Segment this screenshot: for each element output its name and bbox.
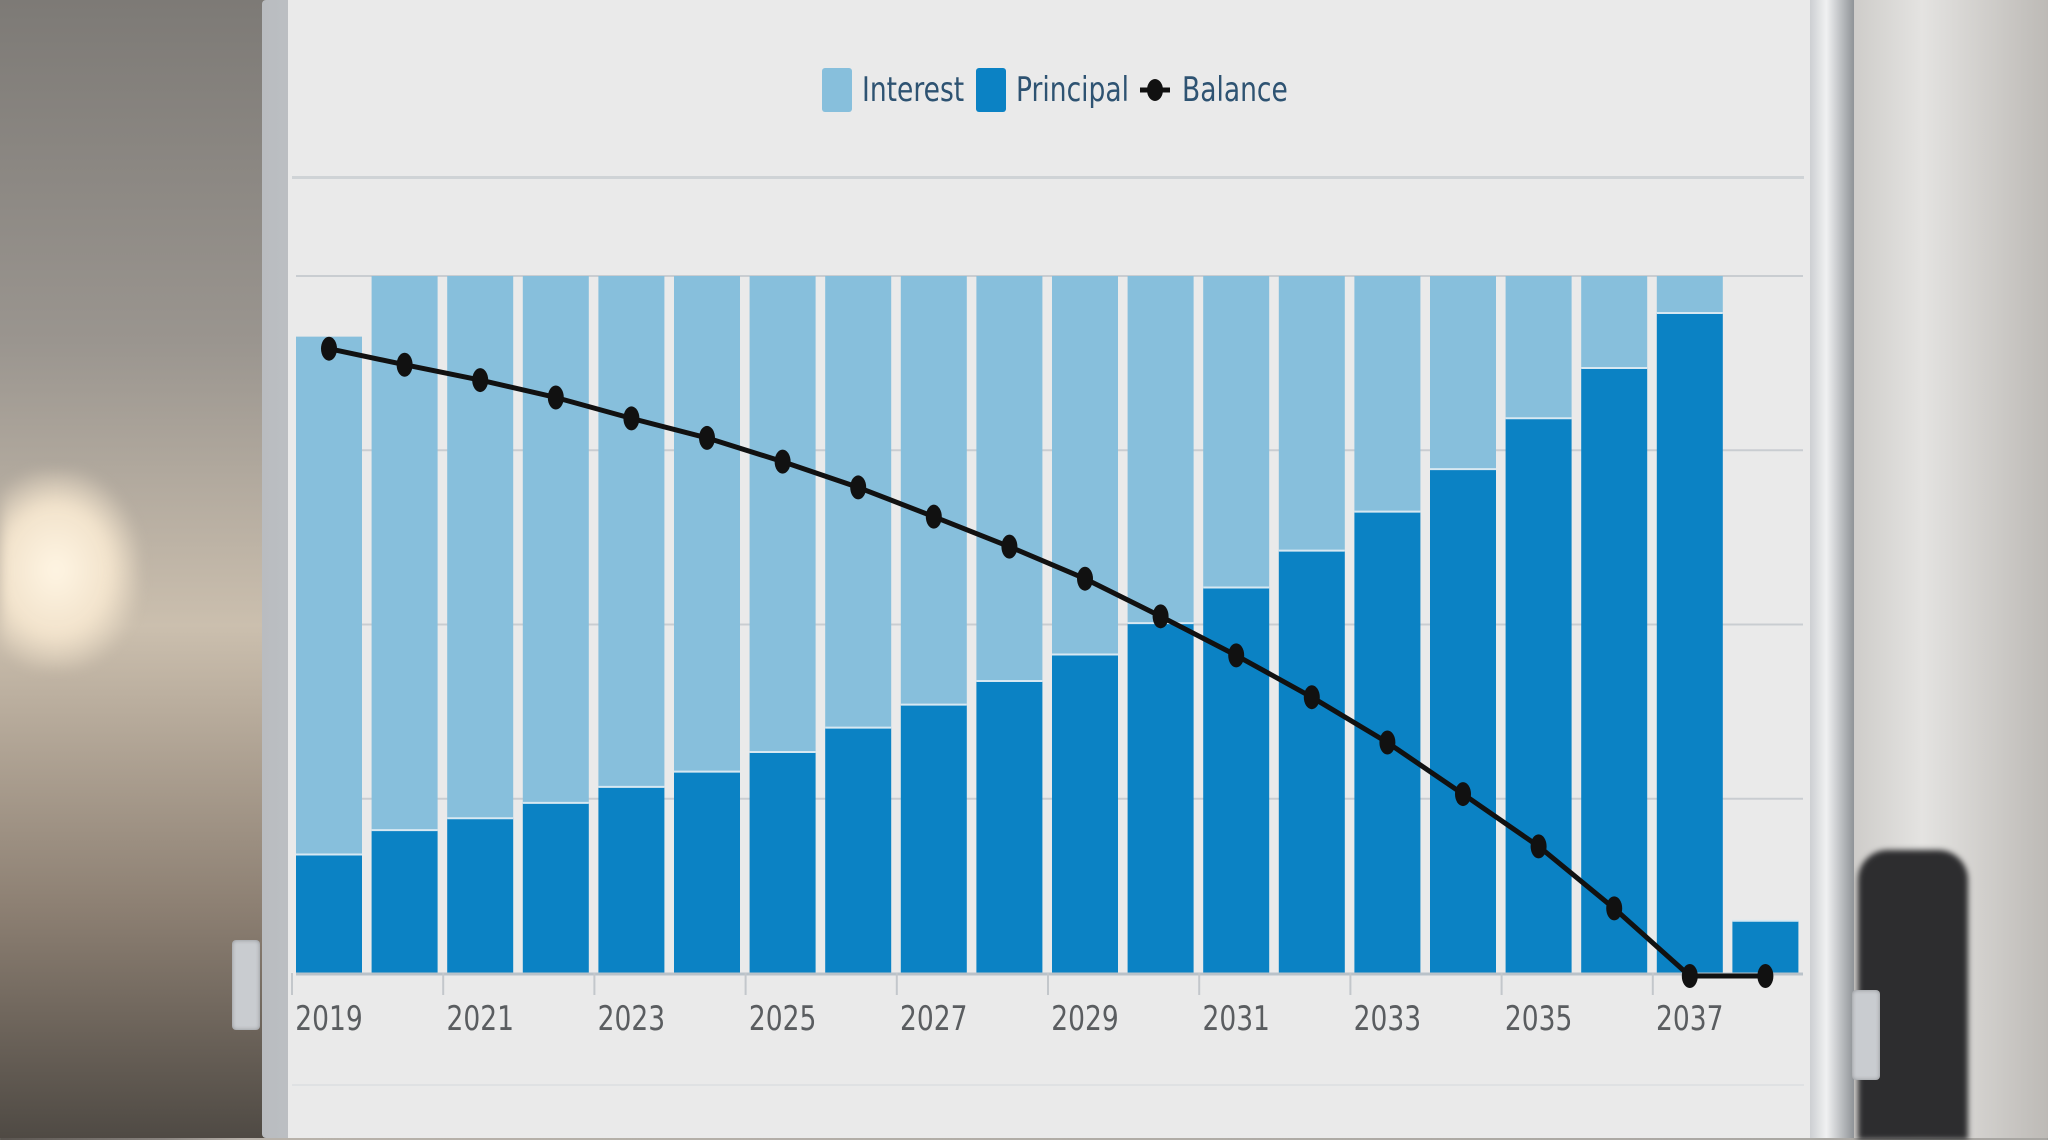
balance-point-2023 [623,406,640,431]
bar-interest-2032 [1278,276,1345,551]
x-tick-label-2027: 2027 [900,1000,967,1039]
balance-point-2029 [1077,566,1093,591]
x-tick-label-2033: 2033 [1354,1000,1421,1039]
bar-interest-2035 [1505,276,1572,419]
bar-principal-2032 [1278,550,1345,973]
x-tick-label-2025: 2025 [749,1000,816,1039]
balance-point-2034 [1455,782,1471,807]
balance-point-2019 [321,336,337,361]
bar-interest-2036 [1581,276,1648,369]
bar-interest-2033 [1354,276,1421,512]
x-tick-label-2019: 2019 [295,1000,362,1039]
legend-item-principal[interactable]: Principal [976,68,1129,112]
bar-interest-2031 [1203,276,1270,588]
x-tick-label-2031: 2031 [1202,1000,1269,1039]
balance-point-2021 [472,368,489,393]
bar-interest-2022 [522,276,589,803]
bar-interest-2028 [976,276,1043,681]
bar-interest-2030 [1127,276,1194,624]
balance-point-2033 [1379,730,1396,755]
whiteboard-frame-right-edge [1808,0,1854,1138]
bar-principal-2036 [1581,368,1648,973]
chart-top-divider [292,176,1804,179]
bar-principal-2025 [749,752,816,973]
chart-legend: Interest Principal Balance [288,60,1810,120]
chart-plot: 2019 2021 2023 2025 2027 2029 2031 2033 2035 2037 [291,275,1803,1039]
bar-principal-2020 [371,830,438,973]
bar-principal-2034 [1430,469,1496,973]
bar-interest-2021 [447,276,514,819]
bar-principal-2021 [447,818,514,973]
bar-principal-2022 [522,802,589,973]
balance-point-2038 [1757,964,1774,988]
bar-interest-2024 [674,276,740,772]
chart-bottom-divider [292,1084,1804,1086]
bar-principal-2037 [1656,312,1723,973]
legend-marker-balance [1140,79,1170,101]
balance-point-2037 [1681,964,1698,988]
balance-point-2035 [1530,834,1547,859]
balance-point-2030 [1152,604,1169,629]
bar-principal-2023 [598,786,665,973]
bar-principal-2035 [1505,418,1572,973]
bar-principal-2028 [976,680,1043,973]
x-tick-label-2035: 2035 [1505,1000,1572,1039]
balance-line [328,346,1766,979]
balance-point-2022 [547,385,564,410]
bar-principal-2019 [296,854,362,973]
bar-interest-2023 [598,276,665,787]
balance-point-2028 [1001,534,1018,559]
bar-interest-2034 [1430,276,1496,470]
bar-principal-2029 [1052,654,1118,973]
x-tick-label-2037: 2037 [1656,1000,1723,1039]
bar-interest-2025 [749,276,816,753]
bar-interest-2026 [825,276,892,728]
balance-point-2020 [396,352,413,377]
bar-principal-2026 [825,727,892,973]
legend-item-interest[interactable]: Interest [822,68,964,112]
balance-point-2027 [925,504,942,529]
background-lamp [0,470,140,670]
balance-point-2036 [1606,896,1623,921]
chart-board: Interest Principal Balance 2019 2021 2023 2… [288,0,1810,1138]
bar-interest-2037 [1656,276,1723,313]
whiteboard-clip-right [1852,990,1880,1080]
bar-principal-2030 [1127,623,1194,973]
legend-swatch-principal [976,68,1006,112]
bar-principal-2024 [674,771,740,973]
bar-interest-2027 [900,276,967,705]
balance-point-2032 [1303,685,1320,710]
x-tick-label-2029: 2029 [1051,1000,1118,1039]
legend-item-balance[interactable]: Balance [1138,70,1288,110]
bar-interest-2019 [296,336,362,855]
balance-point-2026 [850,475,867,500]
balance-point-2024 [699,425,715,450]
x-tick-label-2021: 2021 [446,1000,513,1039]
whiteboard-clip-left [232,940,260,1030]
x-tick-label-2023: 2023 [598,1000,665,1039]
legend-swatch-interest [822,68,852,112]
bar-interest-2029 [1052,276,1118,655]
bar-principal-2027 [900,704,967,973]
balance-point-2031 [1228,643,1245,668]
balance-point-2025 [774,449,791,474]
